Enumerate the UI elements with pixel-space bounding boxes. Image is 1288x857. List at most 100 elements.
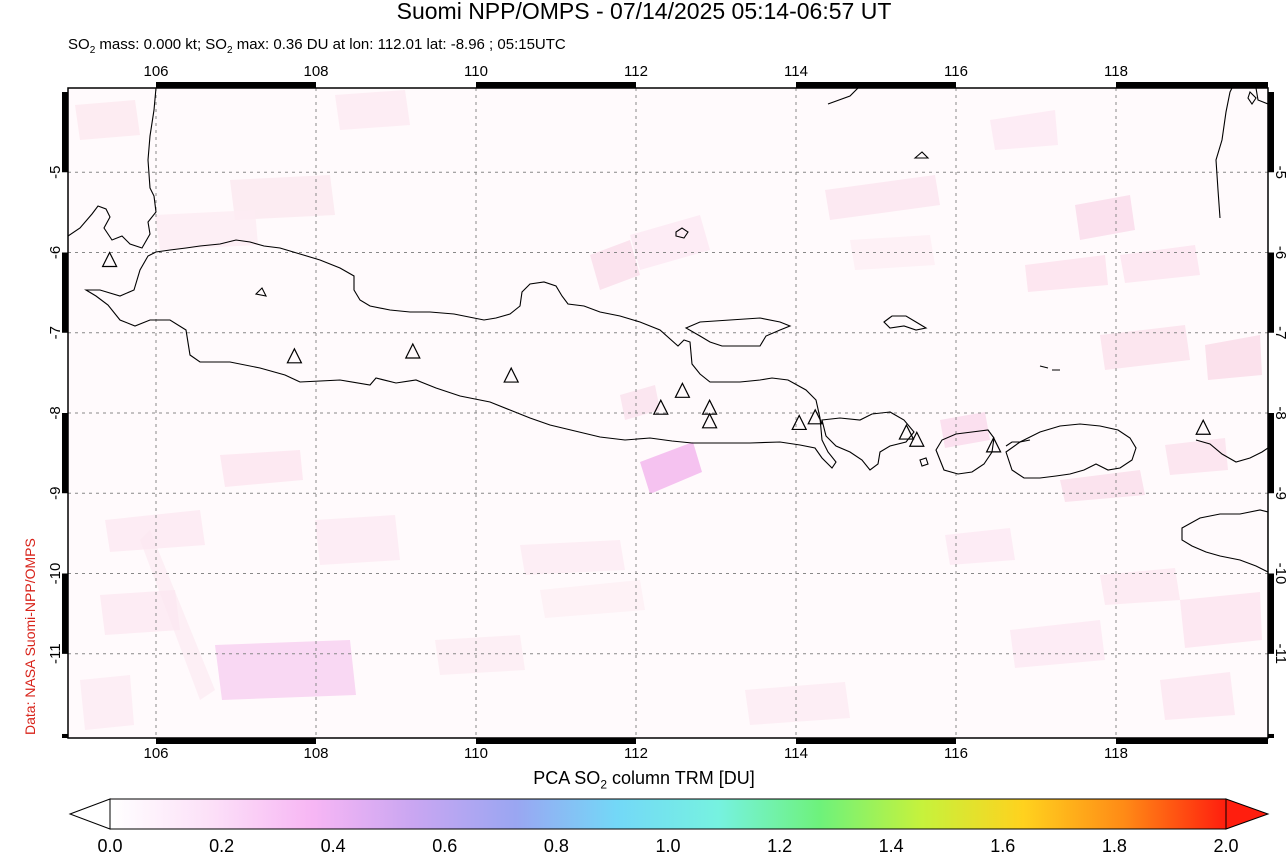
- colorbar-label: PCA SO2 column TRM [DU]: [533, 768, 755, 792]
- colorbar-tick-label: 1.0: [655, 836, 681, 856]
- frame-bar-top: [1116, 82, 1268, 88]
- small-island-3: [1039, 365, 1060, 371]
- lon-label-bottom: 116: [944, 745, 968, 762]
- colorbar-tick-label: 1.2: [767, 836, 793, 856]
- lat-label-right: -5: [1272, 166, 1288, 179]
- lon-label-bottom: 108: [303, 745, 328, 762]
- colorbar-tick-label: 2.0: [1213, 836, 1239, 856]
- lat-label-left: -5: [47, 166, 64, 179]
- volcano-marker-icon: [985, 436, 1002, 453]
- frame-bar-left: [62, 252, 68, 333]
- volcano-marker-icon: [701, 412, 718, 429]
- colorbar-tick-label: 0.0: [97, 836, 123, 856]
- volcano-marker-icon: [286, 347, 303, 364]
- coastlines: [68, 88, 1268, 573]
- lat-label-left: -11: [47, 643, 64, 664]
- lat-label-left: -7: [47, 326, 64, 339]
- volcano-marker-icon: [908, 430, 925, 447]
- volcano-markers: [101, 251, 1212, 453]
- frame-bar-right: [1268, 252, 1274, 333]
- frame-bar-bottom: [1116, 738, 1268, 744]
- lon-label-bottom: 114: [784, 745, 808, 762]
- sumatra-coast: [68, 88, 157, 249]
- small-island-2: [1247, 90, 1257, 105]
- frame-bar-bottom: [156, 738, 316, 744]
- lon-label-top: 112: [624, 63, 648, 80]
- colorbar: [68, 798, 1270, 830]
- colorbar-tick-label: 0.2: [209, 836, 235, 856]
- frame-bar-top: [796, 82, 956, 88]
- kalimantan-coast: [1215, 88, 1268, 219]
- colorbar-tick-label: 0.8: [543, 836, 569, 856]
- frame-bar-left: [62, 92, 68, 173]
- colorbar-over-arrow: [1225, 798, 1270, 830]
- lat-label-right: -10: [1272, 563, 1288, 585]
- kalimantan-south-coast: [827, 88, 859, 105]
- lat-label-left: -6: [47, 246, 64, 259]
- nusa-penida: [919, 457, 929, 467]
- volcano-marker-icon: [898, 423, 915, 440]
- volcano-marker-icon: [503, 366, 520, 383]
- kangean-island: [883, 315, 928, 331]
- colorbar-tick-label: 0.6: [432, 836, 458, 856]
- lon-label-bottom: 112: [624, 745, 648, 762]
- small-island-1: [913, 151, 930, 159]
- lat-label-left: -9: [47, 487, 64, 500]
- volcano-marker-icon: [404, 342, 421, 359]
- frame-bar-right: [1268, 573, 1274, 654]
- madura-coast: [684, 317, 792, 347]
- lat-label-left: -8: [47, 406, 64, 419]
- lon-label-bottom: 118: [1104, 745, 1128, 762]
- lon-label-top: 116: [944, 63, 968, 80]
- lon-label-top: 106: [143, 63, 168, 80]
- lat-label-right: -8: [1272, 406, 1288, 419]
- lat-label-right: -7: [1272, 326, 1288, 339]
- colorbar-tick-label: 1.6: [990, 836, 1016, 856]
- sumbawa-coast: [1005, 423, 1137, 479]
- frame-bar-bottom: [476, 738, 636, 744]
- bali-coast: [821, 411, 915, 471]
- colorbar-under-arrow: [68, 798, 111, 830]
- frame-bar-right: [1268, 733, 1274, 738]
- frame-bar-top: [156, 82, 316, 88]
- lat-label-right: -9: [1272, 487, 1288, 500]
- frame-bar-right: [1268, 92, 1274, 173]
- flores-west-coast: [1195, 439, 1268, 463]
- lon-label-bottom: 106: [143, 745, 168, 762]
- frame-tick-bars: [62, 82, 1274, 744]
- colorbar-tick-label: 0.4: [320, 836, 346, 856]
- lat-label-left: -10: [47, 563, 64, 585]
- java-coast: [84, 239, 837, 469]
- so2-retrieval-pixels: [68, 88, 1268, 738]
- volcano-marker-icon: [652, 398, 669, 415]
- colorbar-gradient: [109, 798, 1227, 830]
- colorbar-tick-label: 1.4: [878, 836, 904, 856]
- lon-label-top: 114: [784, 63, 808, 80]
- lon-label-top: 118: [1104, 63, 1128, 80]
- volcano-marker-icon: [101, 251, 118, 268]
- lat-lon-grid: [68, 88, 1268, 738]
- volcano-marker-icon: [807, 408, 824, 425]
- frame-bar-top: [476, 82, 636, 88]
- lon-label-top: 108: [303, 63, 328, 80]
- volcano-marker-icon: [674, 381, 691, 398]
- frame-bar-left: [62, 733, 68, 738]
- gili-islands: [1005, 439, 1031, 447]
- karimunjawa-island: [254, 287, 267, 297]
- sumba-coast: [1181, 509, 1268, 573]
- frame-bar-bottom: [796, 738, 956, 744]
- volcano-marker-icon: [1195, 418, 1212, 435]
- volcano-marker-icon: [791, 414, 808, 431]
- axis-tick-labels: 106 106 108 108 110 110 112 112 114 114 116 116 118 1…: [47, 63, 1288, 762]
- frame-bar-left: [62, 573, 68, 654]
- colorbar-tick-label: 1.8: [1101, 836, 1127, 856]
- frame-bar-left: [62, 413, 68, 494]
- map-title: Suomi NPP/OMPS - 07/14/2025 05:14-06:57 …: [396, 0, 892, 24]
- lat-label-right: -11: [1272, 643, 1288, 664]
- map-subtitle: SO2 mass: 0.000 kt; SO2 max: 0.36 DU at …: [68, 36, 566, 56]
- lat-label-right: -6: [1272, 246, 1288, 259]
- frame-bar-right: [1268, 413, 1274, 494]
- bawean-island: [675, 227, 689, 239]
- lombok-coast: [935, 429, 995, 475]
